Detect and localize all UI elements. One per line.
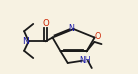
Text: O: O	[94, 32, 100, 41]
Text: N: N	[22, 37, 29, 46]
Text: NH: NH	[79, 56, 91, 65]
Text: N: N	[68, 24, 74, 33]
Text: O: O	[42, 19, 49, 28]
